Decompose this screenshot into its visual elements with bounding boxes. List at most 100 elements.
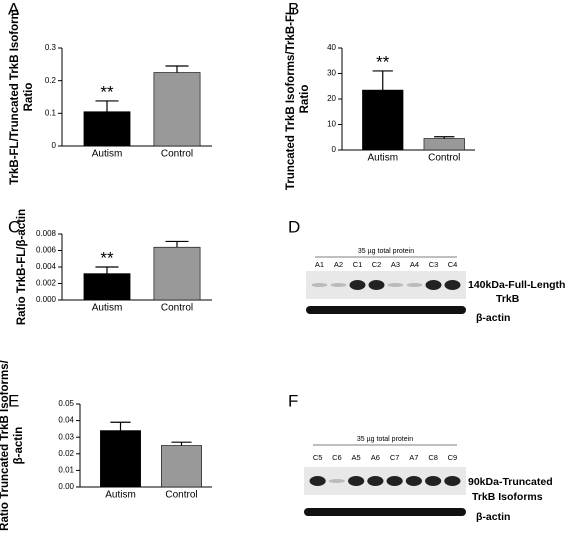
panel-label: C — [8, 217, 20, 236]
y-axis-label: Truncated TrkB Isoforms/TrkB-FL — [285, 8, 297, 190]
y-tick-label: 0.03 — [58, 432, 74, 441]
y-tick-label: 10 — [327, 120, 336, 129]
error-bar — [434, 136, 455, 139]
panel-label: B — [288, 0, 299, 18]
y-tick-label: 0.008 — [36, 229, 57, 238]
band — [328, 479, 345, 483]
band — [330, 283, 347, 287]
lane-label: C8 — [428, 453, 438, 462]
lane-label: C5 — [313, 453, 323, 462]
annotation: ** — [100, 82, 114, 101]
y-tick-label: 0 — [52, 141, 57, 150]
y-axis-label: Ratio — [299, 85, 311, 114]
y-axis-label: β-actin — [13, 427, 25, 465]
y-tick-label: 0.02 — [58, 449, 74, 458]
lane-label: A7 — [409, 453, 418, 462]
y-axis-label: Ratio TrkB-FL/β-actin — [16, 209, 28, 325]
y-tick-label: 0.01 — [58, 466, 74, 475]
y-tick-label: 0.1 — [45, 108, 57, 117]
panel-label: A — [8, 0, 20, 18]
bar — [83, 111, 131, 147]
lane-label: C7 — [390, 453, 400, 462]
lane-label: C9 — [448, 453, 458, 462]
blot-label: TrkB Isoforms — [472, 491, 543, 503]
y-tick-label: 0.002 — [36, 279, 57, 288]
lane-label: C3 — [429, 260, 439, 269]
error-bar — [171, 441, 192, 446]
band — [425, 280, 442, 290]
y-axis-label: Ratio Truncated TrkB Isoforms/ — [0, 359, 11, 530]
actin-band — [304, 508, 466, 516]
lane-label: A6 — [371, 453, 380, 462]
blot-image — [304, 467, 466, 495]
blot-label: 90kDa-Truncated — [468, 476, 553, 488]
band — [444, 280, 461, 290]
band — [367, 476, 384, 486]
panel-label: D — [288, 217, 300, 236]
error-bar — [165, 240, 189, 248]
y-tick-label: 0.006 — [36, 246, 57, 255]
panel-label: F — [288, 391, 298, 410]
y-tick-label: 40 — [327, 43, 336, 52]
band — [349, 280, 366, 290]
band — [425, 476, 442, 486]
y-tick-label: 0.2 — [45, 76, 57, 85]
lane-label: A4 — [410, 260, 419, 269]
bar — [161, 445, 202, 488]
error-bar — [165, 65, 189, 73]
annotation: ** — [100, 248, 114, 267]
panel-label: E — [8, 391, 19, 410]
annotation: ** — [376, 52, 390, 71]
band — [348, 476, 365, 486]
x-tick-label: Control — [161, 149, 193, 160]
x-tick-label: Autism — [92, 149, 123, 160]
error-bar — [95, 266, 119, 274]
blot-header: 35 µg total protein — [357, 436, 413, 443]
actin-band — [306, 306, 466, 314]
x-tick-label: Control — [165, 490, 197, 501]
band — [444, 476, 461, 486]
y-tick-label: 0.000 — [36, 295, 57, 304]
bar — [83, 273, 131, 301]
blot-image — [306, 271, 466, 299]
blot-label: β-actin — [476, 312, 510, 324]
lane-label: C1 — [353, 260, 363, 269]
x-tick-label: Autism — [105, 490, 136, 501]
x-tick-label: Autism — [367, 153, 398, 164]
band — [406, 283, 423, 287]
y-tick-label: 0.00 — [58, 482, 74, 491]
bar — [100, 430, 141, 488]
bar — [153, 246, 201, 301]
error-bar — [110, 421, 131, 431]
band — [386, 476, 403, 486]
blot-label: TrkB — [496, 293, 520, 305]
band — [405, 476, 422, 486]
x-tick-label: Control — [161, 303, 193, 314]
blot-label: β-actin — [476, 511, 510, 523]
y-tick-label: 20 — [327, 94, 336, 103]
band — [387, 283, 404, 287]
y-tick-label: 0.004 — [36, 262, 57, 271]
y-axis-label: Ratio — [23, 83, 35, 112]
error-bar — [372, 70, 393, 91]
x-tick-label: Autism — [92, 303, 123, 314]
blot-label: 140kDa-Full-Length — [468, 279, 565, 291]
bar — [153, 72, 201, 147]
y-tick-label: 0.04 — [58, 416, 74, 425]
y-tick-label: 30 — [327, 69, 336, 78]
lane-label: A3 — [391, 260, 400, 269]
band — [309, 476, 326, 486]
y-axis-label: TrkB-FL/Truncated TrkB Isoform — [9, 9, 21, 185]
lane-label: A2 — [334, 260, 343, 269]
bar — [362, 89, 404, 151]
band — [311, 283, 328, 287]
bar — [423, 138, 465, 151]
lane-label: A1 — [315, 260, 324, 269]
y-tick-label: 0 — [332, 145, 337, 154]
y-tick-label: 0.3 — [45, 43, 57, 52]
band — [368, 280, 385, 290]
x-tick-label: Control — [428, 153, 460, 164]
error-bar — [95, 100, 119, 112]
lane-label: C6 — [332, 453, 342, 462]
